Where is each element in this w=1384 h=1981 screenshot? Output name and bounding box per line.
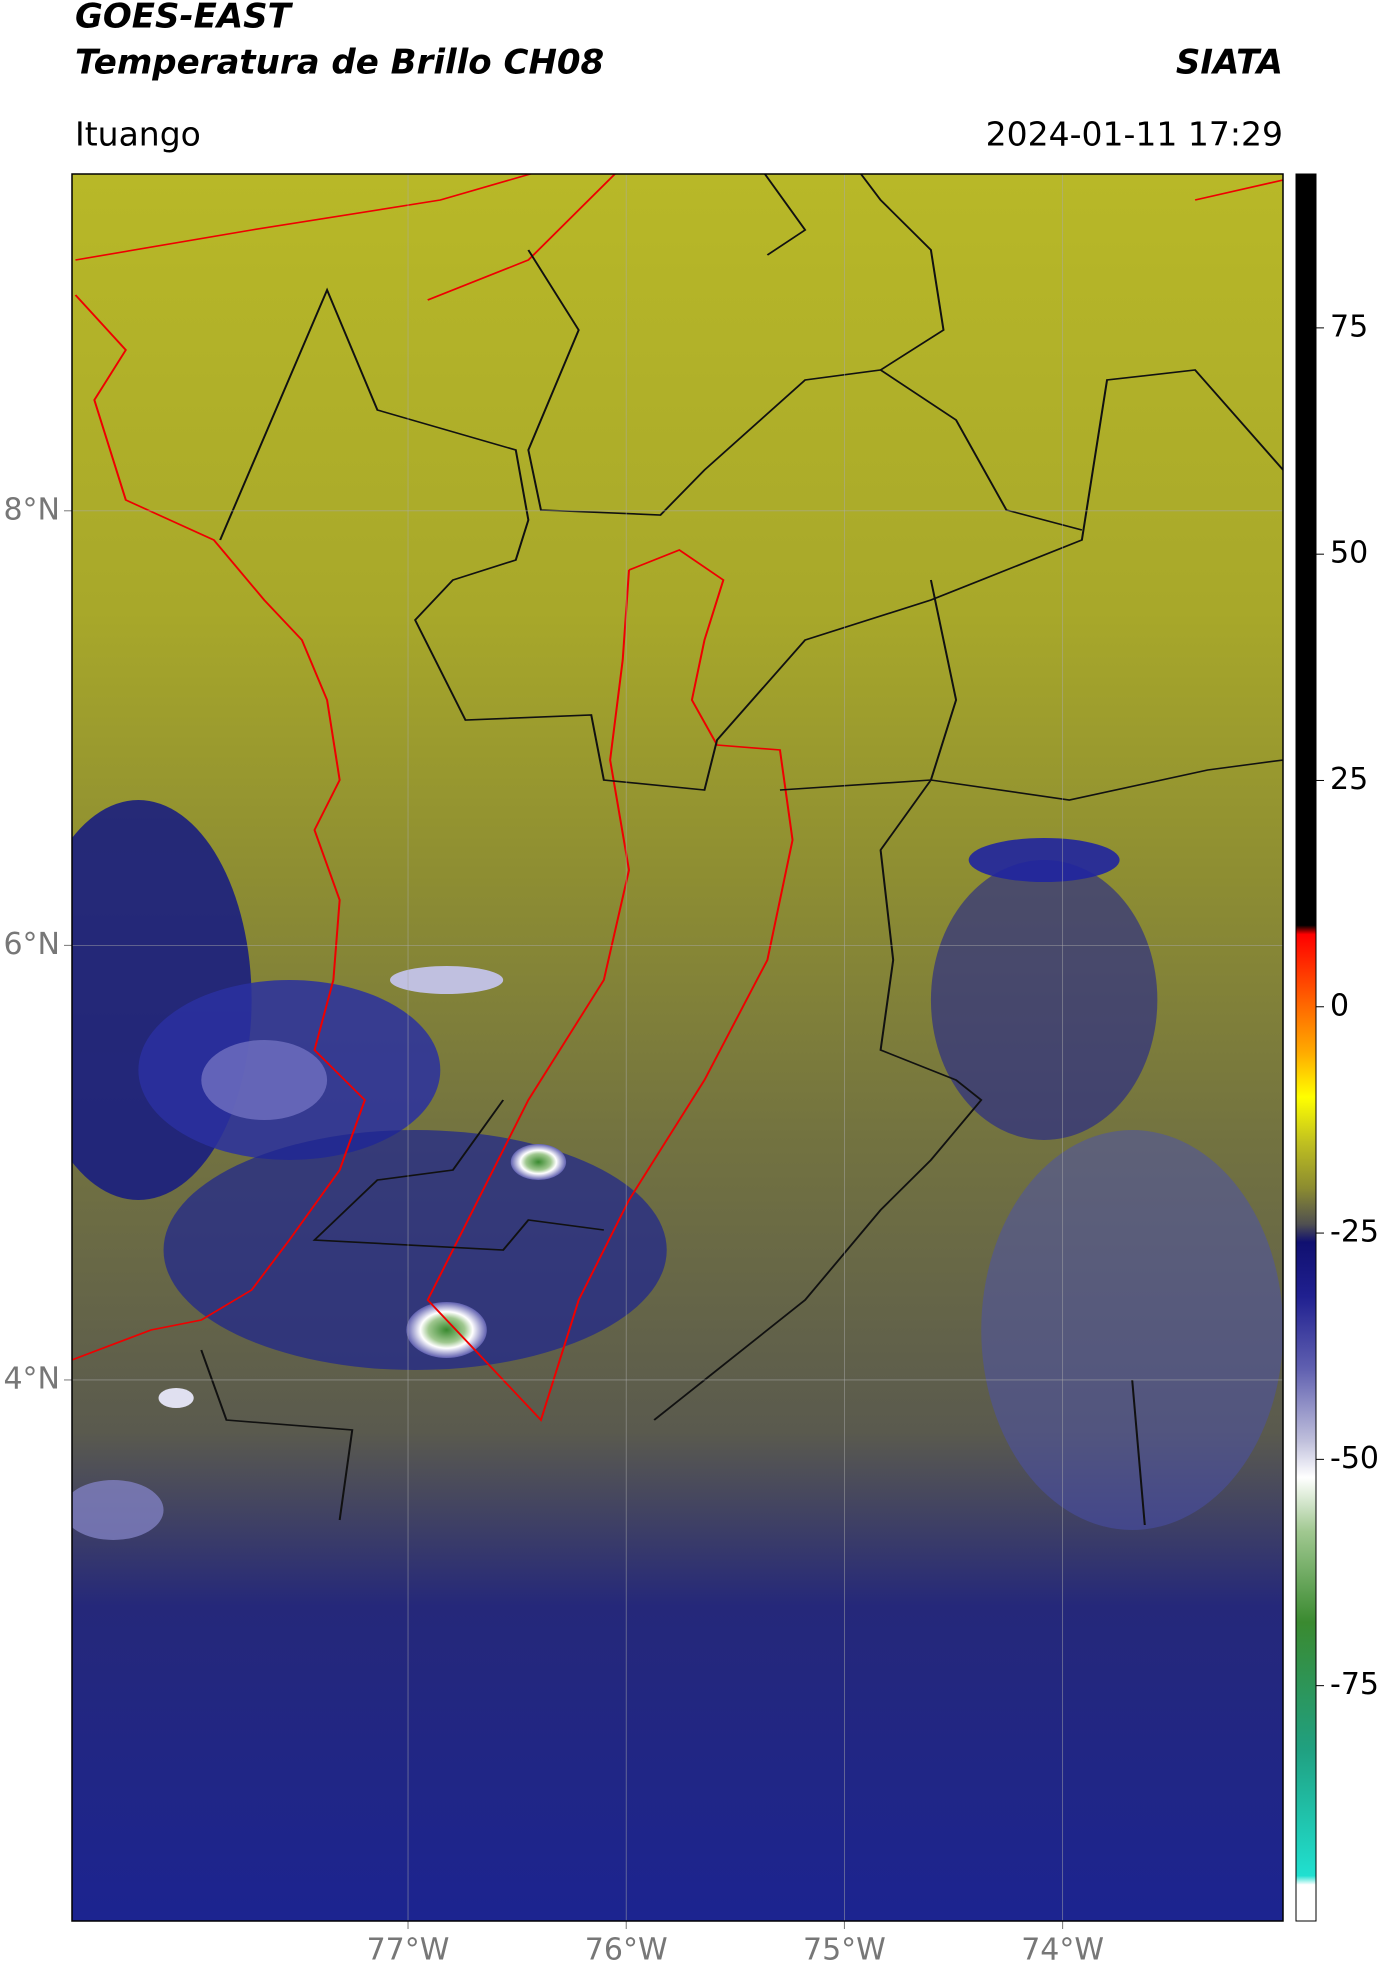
timestamp: 2024-01-11 17:29 — [986, 115, 1283, 154]
satellite-image — [72, 174, 1283, 1921]
map-frame — [71, 173, 1284, 1922]
x-tick-label: 75°W — [803, 1933, 886, 1968]
colorbar-tick-label: -75 — [1330, 1667, 1379, 1702]
colorbar-tick-label: -25 — [1330, 1215, 1379, 1250]
graticule — [64, 174, 1283, 1929]
x-tick-label: 74°W — [1021, 1933, 1104, 1968]
x-tick-label: 76°W — [585, 1933, 668, 1968]
colorbar-tick-label: 25 — [1330, 762, 1368, 797]
title: GOES-EAST — [75, 0, 294, 37]
source: SIATA — [1176, 43, 1283, 83]
y-tick-label: 8°N — [3, 492, 60, 527]
colorbar-tick-label: 0 — [1330, 988, 1349, 1023]
location: Ituango — [75, 115, 201, 154]
subtitle: Temperatura de Brillo CH08 — [75, 43, 604, 83]
colorbar-tick-label: 75 — [1330, 309, 1368, 344]
colorbar — [1295, 173, 1317, 1922]
y-tick-label: 4°N — [3, 1361, 60, 1396]
colorbar-tick-label: -50 — [1330, 1441, 1379, 1476]
y-tick-label: 6°N — [3, 927, 60, 962]
x-tick-label: 77°W — [367, 1933, 450, 1968]
colorbar-tick-label: 50 — [1330, 536, 1368, 571]
